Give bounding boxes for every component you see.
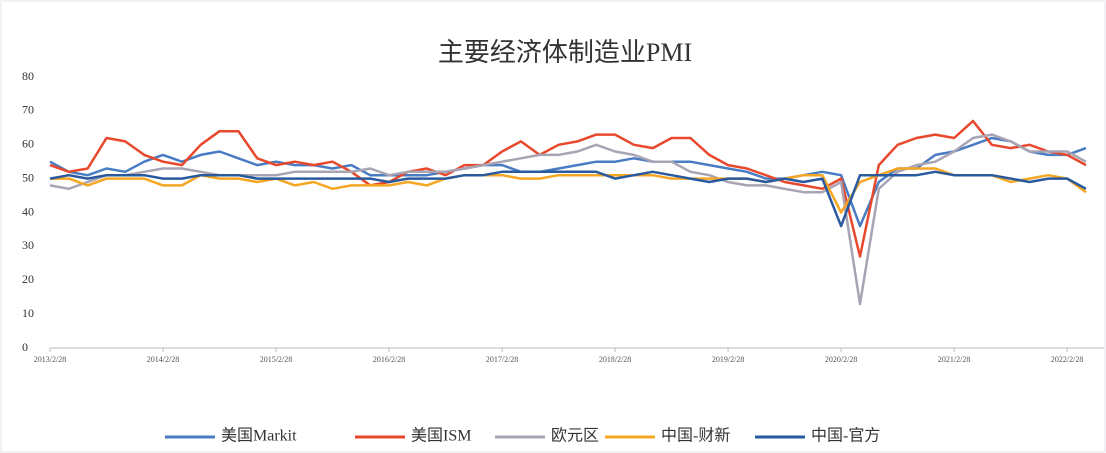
y-tick-label: 10 [22, 306, 34, 320]
y-tick-label: 40 [22, 204, 34, 218]
series-line [49, 119, 1087, 258]
y-tick-label: 60 [22, 137, 34, 151]
chart-title: 主要经济体制造业PMI [438, 38, 692, 67]
x-tick-label: 2017/2/28 [486, 355, 518, 364]
x-tick-label: 2018/2/28 [599, 355, 631, 364]
y-tick-label: 70 [22, 103, 34, 117]
series-line [49, 170, 1087, 228]
x-tick-label: 2020/2/28 [825, 355, 857, 364]
y-tick-label: 20 [22, 272, 34, 286]
x-tick-label: 2013/2/28 [34, 355, 66, 364]
x-tick-label: 2015/2/28 [260, 355, 292, 364]
x-tick-label: 2014/2/28 [147, 355, 179, 364]
y-tick-label: 30 [22, 238, 34, 252]
legend-label: 美国ISM [411, 427, 471, 445]
y-tick-label: 50 [22, 170, 34, 184]
y-tick-label: 0 [22, 340, 28, 354]
legend-label: 中国-财新 [661, 427, 730, 445]
x-tick-label: 2016/2/28 [373, 355, 405, 364]
series-line [50, 167, 1087, 214]
x-tick-label: 2021/2/28 [938, 355, 970, 364]
legend-label: 中国-官方 [811, 427, 880, 445]
legend-label: 美国Markit [221, 427, 297, 445]
x-tick-label: 2022/2/28 [1051, 355, 1083, 364]
y-tick-label: 80 [22, 69, 34, 83]
x-tick-label: 2019/2/28 [712, 355, 744, 364]
legend-label: 欧元区 [551, 427, 599, 445]
